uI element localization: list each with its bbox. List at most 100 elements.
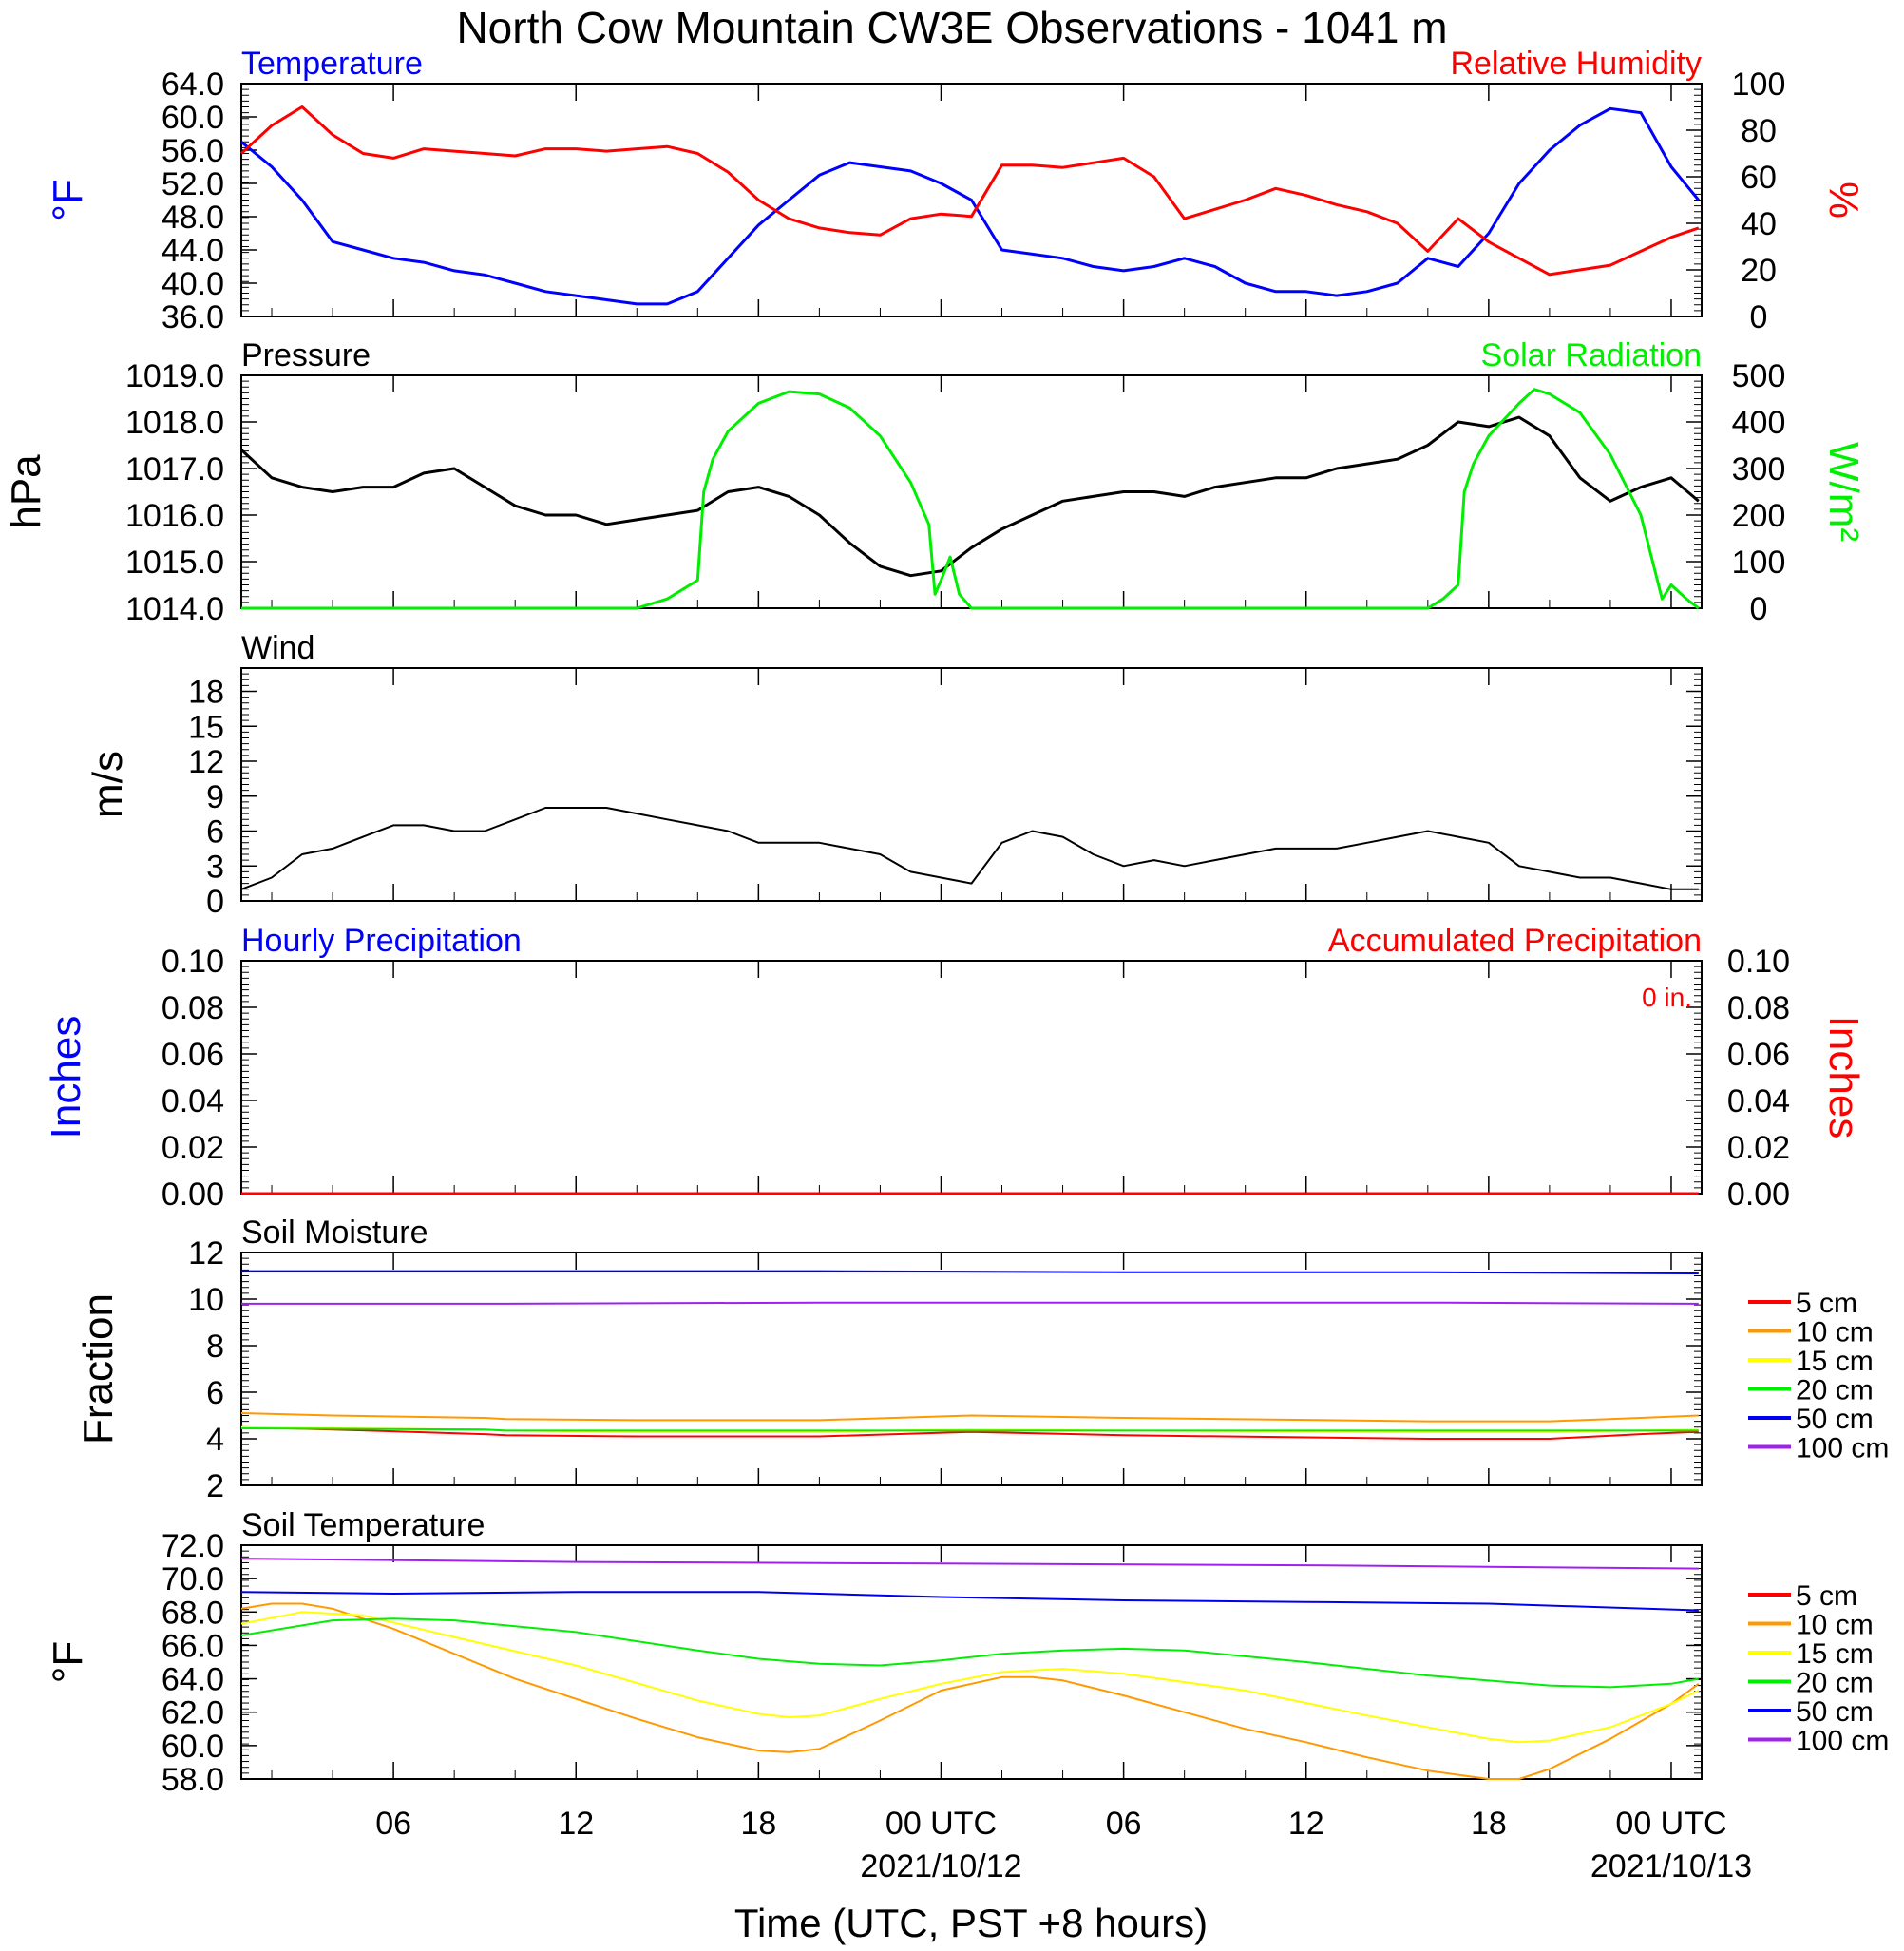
- panel-title-left: Soil Moisture: [241, 1215, 428, 1251]
- legend-label-20-cm: 20 cm: [1796, 1375, 1874, 1406]
- legend-label-15-cm: 15 cm: [1796, 1638, 1874, 1670]
- series-pressure: [239, 415, 1700, 578]
- series-50-cm: [241, 1270, 1699, 1274]
- ytick-left: 48.0: [162, 200, 224, 236]
- ytick-left: 70.0: [162, 1561, 224, 1597]
- xtick-label: 00 UTC: [885, 1806, 997, 1842]
- ytick-left: 1017.0: [125, 451, 224, 488]
- panel-annotation: 0 in.: [1642, 983, 1692, 1012]
- ytick-right: 0.06: [1727, 1037, 1790, 1073]
- legend-label-10-cm: 10 cm: [1796, 1317, 1874, 1348]
- y-axis-label-left: °F: [45, 179, 91, 220]
- series-10-cm: [240, 1412, 1699, 1423]
- xtick-label: 06: [1106, 1806, 1142, 1842]
- ytick-left: 0.08: [162, 990, 224, 1026]
- xtick-date: 2021/10/12: [860, 1848, 1021, 1884]
- figure-title: North Cow Mountain CW3E Observations - 1…: [456, 3, 1447, 52]
- panel-frame: [240, 960, 1703, 1195]
- panel-frame: [240, 1544, 1703, 1780]
- series-solar-radiation: [241, 388, 1700, 610]
- panel-title-left: Pressure: [241, 337, 371, 373]
- y-axis-label-right: W/m²: [1820, 442, 1867, 542]
- legend-label-10-cm: 10 cm: [1796, 1610, 1874, 1641]
- series-10-cm: [240, 1602, 1700, 1780]
- panel-title-left: Wind: [241, 630, 314, 666]
- ytick-right: 0.04: [1727, 1083, 1790, 1119]
- ytick-left: 3: [206, 849, 224, 885]
- ytick-right: 400: [1732, 405, 1786, 441]
- ytick-left: 66.0: [162, 1628, 224, 1664]
- ytick-right: 300: [1732, 451, 1786, 488]
- series-100-cm: [241, 1301, 1699, 1305]
- panel-title-left: Temperature: [241, 46, 423, 82]
- ytick-left: 2: [206, 1468, 224, 1504]
- ytick-left: 1019.0: [125, 358, 224, 394]
- ytick-right: 0: [1750, 299, 1768, 335]
- ytick-left: 1014.0: [125, 591, 224, 627]
- panel-pressure-solar: 1019.0 1018.0 1017.0 1016.0 1015.0 1014.0 500 4…: [3, 337, 1867, 627]
- panel-title-right: Relative Humidity: [1450, 46, 1702, 82]
- panel-frame: [240, 1252, 1703, 1486]
- panel-title-right: Solar Radiation: [1481, 337, 1702, 373]
- series-wind: [240, 807, 1699, 890]
- ytick-right: 100: [1732, 67, 1786, 103]
- legend-label-100-cm: 100 cm: [1796, 1726, 1889, 1757]
- ytick-left: 1018.0: [125, 405, 224, 441]
- ytick-left: 0.10: [162, 944, 224, 980]
- y-axis-label-left: hPa: [3, 454, 49, 529]
- ytick-left: 8: [206, 1329, 224, 1365]
- y-axis-label-left: Fraction: [75, 1293, 122, 1444]
- panel-temperature-humidity: 64.060.056.052.048.044.040.036.0 100 80 60 4…: [45, 46, 1867, 335]
- ytick-right: 0.10: [1727, 944, 1790, 980]
- ytick-left: 0.06: [162, 1037, 224, 1073]
- xtick-label: 12: [1288, 1806, 1324, 1842]
- ytick-left: 0: [206, 884, 224, 920]
- ytick-right: 100: [1732, 545, 1786, 581]
- ytick-left: 18: [188, 675, 224, 711]
- ytick-left: 52.0: [162, 166, 224, 202]
- ytick-left: 0.02: [162, 1130, 224, 1166]
- panel-soil-temperature: 72.070.068.066.064.062.060.058.0 Soil Tem…: [45, 1507, 1889, 1798]
- xtick-label: 18: [1471, 1806, 1507, 1842]
- legend-label-20-cm: 20 cm: [1796, 1668, 1874, 1699]
- ytick-left: 64.0: [162, 67, 224, 103]
- ytick-left: 44.0: [162, 233, 224, 269]
- xtick-label: 18: [740, 1806, 776, 1842]
- ytick-left: 0.04: [162, 1083, 224, 1119]
- ytick-right: 60: [1741, 160, 1777, 196]
- ytick-left: 9: [206, 779, 224, 815]
- time-axis: 06 12 18 00 UTC 2021/10/12 06 12 18 00 UTC 2021/1…: [375, 1806, 1752, 1884]
- ytick-left: 40.0: [162, 266, 224, 302]
- panel-frame: [240, 374, 1703, 609]
- series-5-cm: [240, 1425, 1699, 1440]
- ytick-left: 6: [206, 1375, 224, 1411]
- ytick-left: 72.0: [162, 1528, 224, 1564]
- ytick-left: 4: [206, 1422, 224, 1458]
- xtick-label: 00 UTC: [1615, 1806, 1726, 1842]
- ytick-left: 1016.0: [125, 498, 224, 534]
- ytick-left: 12: [188, 744, 224, 780]
- ytick-right: 0.00: [1727, 1176, 1790, 1213]
- ytick-right: 0: [1750, 591, 1768, 627]
- legend-label-5-cm: 5 cm: [1796, 1288, 1857, 1319]
- legend-label-50-cm: 50 cm: [1796, 1696, 1874, 1728]
- legend-label-50-cm: 50 cm: [1796, 1404, 1874, 1435]
- series-15-cm: [240, 1611, 1700, 1744]
- ytick-left: 64.0: [162, 1662, 224, 1698]
- ytick-right: 20: [1741, 253, 1777, 289]
- ytick-left: 60.0: [162, 100, 224, 136]
- ytick-left: 10: [188, 1282, 224, 1318]
- ytick-left: 1015.0: [125, 545, 224, 581]
- panel-title-left: Soil Temperature: [241, 1507, 485, 1543]
- xtick-label: 12: [558, 1806, 594, 1842]
- ytick-right: 200: [1732, 498, 1786, 534]
- panel-title-right: Accumulated Precipitation: [1328, 923, 1702, 959]
- ytick-left: 60.0: [162, 1729, 224, 1765]
- panel-frame: [240, 667, 1703, 902]
- ytick-left: 68.0: [162, 1595, 224, 1631]
- series-100-cm: [240, 1558, 1699, 1570]
- ytick-right: 80: [1741, 113, 1777, 149]
